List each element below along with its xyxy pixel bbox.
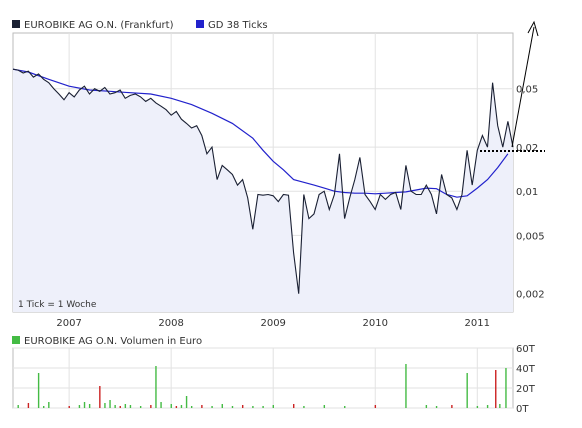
volume-bar (303, 406, 305, 408)
volume-bar (262, 406, 264, 408)
volume-bar (425, 405, 428, 408)
volume-bar (150, 405, 152, 408)
volume-bar (160, 402, 162, 408)
volume-bar (190, 406, 193, 408)
volume-y-tick-label: 60T (516, 344, 536, 355)
volume-bar (119, 406, 121, 408)
volume-bar (139, 406, 142, 408)
ma-legend-swatch (196, 20, 204, 28)
y-tick-label: 0,005 (516, 231, 545, 242)
volume-bar (17, 405, 19, 408)
y-tick-label: 0,02 (516, 143, 538, 154)
y-tick-label: 0,05 (516, 85, 538, 96)
x-tick-label: 2011 (465, 318, 490, 329)
volume-bar (83, 402, 86, 408)
ma-legend-label: GD 38 Ticks (208, 20, 268, 31)
volume-bar (48, 402, 50, 408)
volume-bar (68, 406, 70, 408)
volume-bar (170, 404, 172, 408)
price-legend-swatch (12, 20, 20, 28)
volume-bar (201, 405, 203, 408)
price-area-fill (13, 69, 513, 312)
volume-bar (155, 366, 157, 408)
volume-bar (323, 405, 326, 408)
volume-plot-background (12, 347, 514, 409)
volume-bar (99, 386, 101, 408)
volume-bar (435, 406, 438, 408)
volume-bar (221, 404, 223, 408)
volume-bar (272, 405, 275, 408)
volume-bar (499, 404, 501, 408)
volume-legend-label: EUROBIKE AG O.N. Volumen in Euro (24, 336, 202, 347)
volume-y-tick-label: 20T (516, 384, 536, 395)
volume-bar (185, 396, 188, 408)
ma-line (12, 68, 509, 198)
volume-y-tick-label: 0T (516, 404, 529, 415)
y-tick-label: 0,002 (516, 290, 545, 301)
volume-bar (114, 405, 116, 408)
volume-bar (109, 400, 111, 408)
volume-bar (78, 405, 81, 408)
projection-arrow-head (527, 20, 539, 37)
x-axis: 2007 2008 2009 2010 2011 (56, 318, 490, 329)
volume-bars (17, 364, 507, 408)
volume-bar (211, 406, 213, 408)
y-tick-label: 0,01 (516, 187, 538, 198)
x-tick-label: 2008 (158, 318, 183, 329)
volume-bar (486, 405, 489, 408)
volume-bar (129, 405, 132, 408)
volume-bar (476, 406, 479, 408)
price-line (12, 68, 514, 294)
volume-bar (37, 373, 40, 408)
tick-annotation: 1 Tick = 1 Woche (18, 300, 97, 310)
volume-bar (124, 404, 127, 408)
volume-legend-swatch (12, 336, 20, 344)
volume-bar (27, 403, 30, 408)
volume-bar (344, 406, 346, 408)
volume-bar (466, 373, 468, 408)
projection-arrow-line (511, 26, 535, 148)
volume-bar (374, 405, 377, 408)
volume-bar (231, 406, 234, 408)
volume-bar (175, 406, 178, 408)
volume-bar (495, 370, 497, 408)
volume-bar (241, 405, 244, 408)
volume-panel: 60T 40T 20T 0T (12, 344, 536, 415)
volume-bar (451, 405, 453, 408)
volume-bar (104, 403, 106, 408)
volume-bar (180, 405, 183, 408)
volume-y-tick-label: 40T (516, 364, 536, 375)
volume-bar (293, 404, 295, 408)
volume-bar (505, 368, 507, 408)
volume-bar (88, 404, 91, 408)
x-tick-label: 2007 (56, 318, 81, 329)
x-tick-label: 2010 (363, 318, 388, 329)
volume-bar (43, 406, 45, 408)
x-tick-label: 2009 (260, 318, 285, 329)
volume-y-axis: 60T 40T 20T 0T (516, 344, 536, 415)
price-legend-label: EUROBIKE AG O.N. (Frankfurt) (24, 20, 174, 31)
volume-bar (405, 364, 407, 408)
price-y-axis: 0,05 0,02 0,01 0,005 0,002 (516, 85, 545, 301)
volume-bar (252, 406, 254, 408)
